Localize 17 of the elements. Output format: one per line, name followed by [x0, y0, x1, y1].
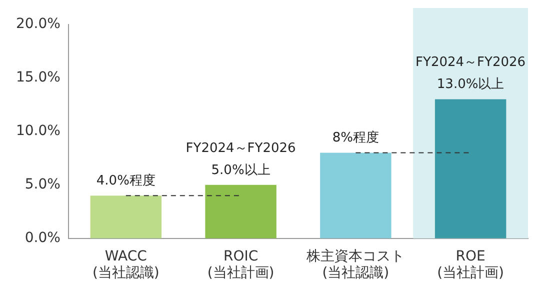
x-tick-label: 株主資本コスト (当社認識) — [306, 248, 405, 282]
y-tick-label: 20.0% — [16, 16, 60, 32]
data-label: 8%程度 — [332, 130, 379, 146]
x-tick-label: ROIC (当社計画) — [207, 248, 274, 282]
data-label: FY2024～FY2026 5.0%以上 — [186, 140, 296, 178]
y-tick-label: 5.0% — [24, 176, 60, 193]
bar — [320, 152, 392, 238]
y-tick-label: 15.0% — [16, 70, 60, 86]
y-tick-label: 10.0% — [16, 123, 60, 140]
x-tick-label: ROE (当社計画) — [437, 248, 504, 282]
bar — [90, 196, 162, 238]
y-tick-label: 0.0% — [24, 230, 60, 246]
data-label: FY2024～FY2026 13.0%以上 — [416, 55, 526, 92]
bar — [205, 184, 276, 238]
bar — [434, 99, 506, 238]
data-label: 4.0%程度 — [96, 172, 156, 188]
x-tick-label: WACC (当社認識) — [92, 248, 160, 282]
